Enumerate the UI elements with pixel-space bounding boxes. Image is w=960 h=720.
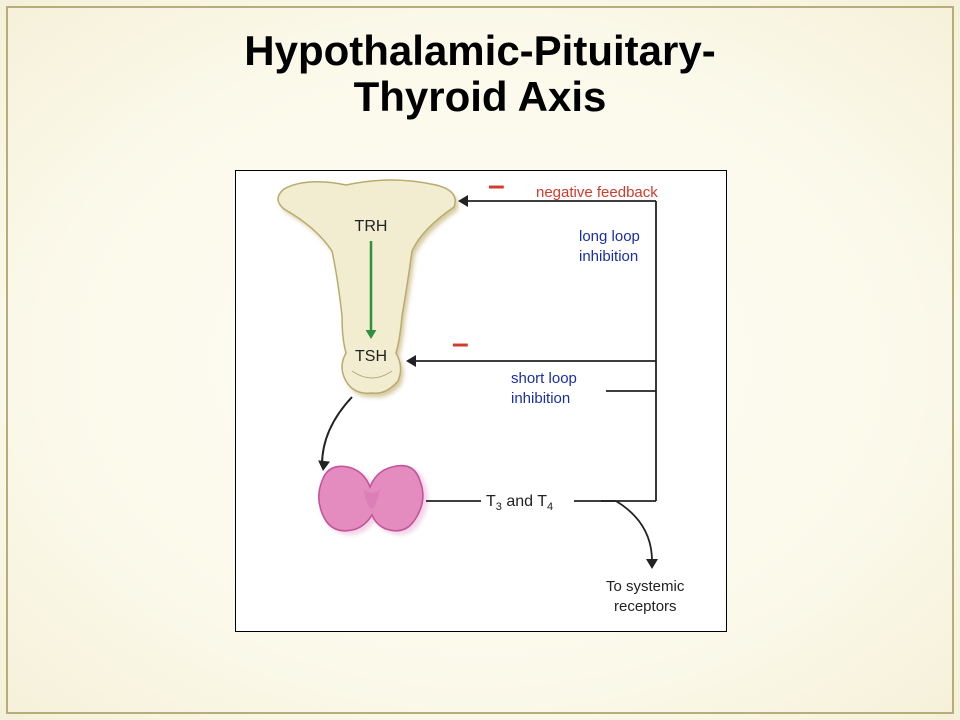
- page-title: Hypothalamic-Pituitary- Thyroid Axis: [0, 28, 960, 120]
- minus-short-loop-icon: –: [452, 327, 469, 360]
- t3-t4-label: T3 and T4: [486, 493, 553, 513]
- tsh-label: TSH: [355, 348, 387, 365]
- long-loop-label-2: inhibition: [579, 248, 638, 265]
- systemic-label-1: To systemic: [606, 578, 685, 595]
- negative-feedback-label: negative feedback: [536, 184, 658, 201]
- slide: Hypothalamic-Pituitary- Thyroid Axis TRH…: [0, 0, 960, 720]
- to-systemic-arrow: [616, 501, 652, 561]
- short-loop-label-2: inhibition: [511, 390, 570, 407]
- minus-long-loop-icon: –: [488, 171, 505, 202]
- diagram-frame: TRH TSH T3 and T4 – – negative feedback long l…: [235, 170, 727, 632]
- systemic-label-2: receptors: [614, 598, 677, 615]
- title-line-1: Hypothalamic-Pituitary-: [244, 27, 715, 74]
- tsh-to-thyroid-arrow: [322, 397, 352, 465]
- short-loop-label-1: short loop: [511, 370, 577, 387]
- title-line-2: Thyroid Axis: [354, 73, 607, 120]
- long-loop-label-1: long loop: [579, 228, 640, 245]
- hpt-axis-diagram: TRH TSH T3 and T4 – – negative feedback long l…: [236, 171, 726, 631]
- trh-label: TRH: [355, 218, 388, 235]
